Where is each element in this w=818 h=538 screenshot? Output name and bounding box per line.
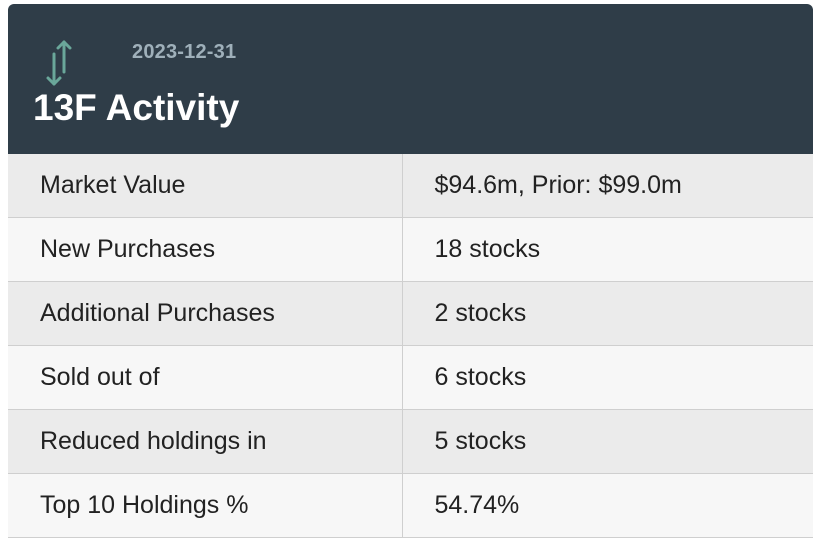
row-label: Market Value bbox=[8, 154, 402, 218]
table-row: Reduced holdings in 5 stocks bbox=[8, 409, 813, 474]
row-value: 54.74% bbox=[401, 473, 813, 538]
up-down-arrows-icon bbox=[44, 38, 74, 88]
row-value: 2 stocks bbox=[401, 281, 813, 346]
row-value: $94.6m, Prior: $99.0m bbox=[401, 154, 813, 218]
activity-table: Market Value $94.6m, Prior: $99.0m New P… bbox=[8, 154, 813, 538]
table-row: Sold out of 6 stocks bbox=[8, 345, 813, 410]
row-label: Top 10 Holdings % bbox=[8, 473, 402, 538]
row-label: New Purchases bbox=[8, 217, 402, 282]
table-row: New Purchases 18 stocks bbox=[8, 217, 813, 282]
card-header: 2023-12-31 13F Activity bbox=[8, 4, 813, 154]
row-label: Sold out of bbox=[8, 345, 402, 410]
row-value: 5 stocks bbox=[401, 409, 813, 474]
row-value: 18 stocks bbox=[401, 217, 813, 282]
table-row: Additional Purchases 2 stocks bbox=[8, 281, 813, 346]
table-row: Top 10 Holdings % 54.74% bbox=[8, 473, 813, 538]
13f-activity-card: 2023-12-31 13F Activity Market Value $94… bbox=[8, 4, 813, 538]
row-label: Reduced holdings in bbox=[8, 409, 402, 474]
table-row: Market Value $94.6m, Prior: $99.0m bbox=[8, 154, 813, 218]
card-title: 13F Activity bbox=[33, 87, 240, 128]
report-date: 2023-12-31 bbox=[132, 41, 237, 63]
row-value: 6 stocks bbox=[401, 345, 813, 410]
row-label: Additional Purchases bbox=[8, 281, 402, 346]
